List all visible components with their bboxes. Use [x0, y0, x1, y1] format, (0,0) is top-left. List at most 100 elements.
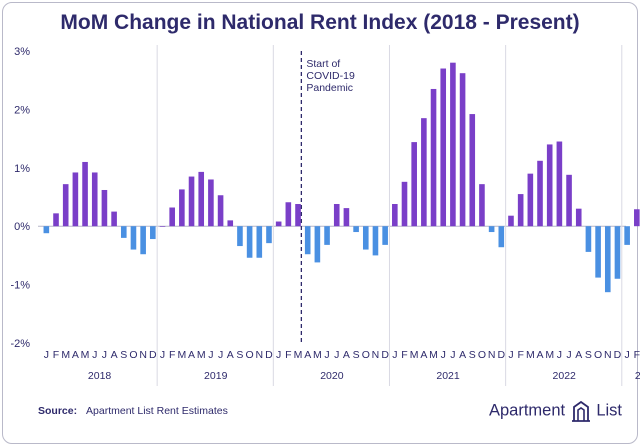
month-label: M — [545, 349, 554, 361]
month-label: D — [381, 349, 389, 361]
month-label: O — [129, 349, 137, 361]
month-label: M — [61, 349, 70, 361]
bar — [246, 226, 253, 258]
month-label: A — [111, 349, 118, 361]
bar — [111, 211, 117, 227]
month-label: J — [508, 349, 513, 361]
bar — [304, 226, 311, 255]
bar — [469, 114, 476, 227]
month-label: M — [294, 349, 303, 361]
month-label: D — [265, 349, 273, 361]
month-label: S — [353, 349, 360, 361]
month-label: J — [441, 349, 446, 361]
bar — [585, 226, 592, 252]
bar — [634, 209, 640, 227]
bar — [43, 226, 50, 234]
year-label: 2022 — [553, 370, 577, 382]
month-label: N — [604, 349, 612, 361]
month-label: M — [81, 349, 90, 361]
month-label: O — [594, 349, 602, 361]
bar — [120, 226, 127, 238]
month-label: J — [625, 349, 630, 361]
month-label: F — [53, 349, 59, 361]
y-tick-label: 0% — [14, 221, 30, 233]
month-label: D — [614, 349, 622, 361]
bar — [188, 176, 195, 227]
bar — [237, 226, 243, 247]
bar — [392, 204, 398, 227]
month-label: J — [102, 349, 107, 361]
month-label: M — [429, 349, 438, 361]
bar — [53, 213, 59, 227]
bar — [459, 73, 466, 227]
y-tick-label: 1% — [14, 163, 30, 175]
year-label: 2023 — [635, 370, 640, 382]
month-label: M — [410, 349, 419, 361]
month-label: D — [498, 349, 506, 361]
annotation-line: COVID-19 — [306, 70, 355, 82]
bar — [488, 226, 495, 233]
bar — [624, 226, 630, 245]
month-label: N — [139, 349, 147, 361]
month-label: J — [450, 349, 455, 361]
bar — [62, 184, 69, 227]
bar — [227, 220, 234, 227]
bar — [372, 226, 379, 256]
bar — [169, 207, 175, 227]
month-label: S — [585, 349, 592, 361]
month-label: A — [537, 349, 544, 361]
month-label: O — [362, 349, 370, 361]
month-label: A — [304, 349, 311, 361]
month-label: F — [634, 349, 640, 361]
bar — [421, 118, 427, 227]
bar — [101, 189, 108, 227]
month-label: D — [149, 349, 157, 361]
month-label: J — [44, 349, 49, 361]
month-label: J — [160, 349, 165, 361]
month-label: M — [526, 349, 535, 361]
month-label: J — [92, 349, 97, 361]
y-tick-label: 3% — [14, 46, 30, 58]
year-label: 2021 — [436, 370, 460, 382]
bar — [179, 189, 185, 227]
month-label: A — [459, 349, 466, 361]
bar — [159, 226, 166, 227]
month-label: A — [188, 349, 195, 361]
month-label: A — [420, 349, 427, 361]
bar — [614, 226, 621, 279]
month-label: O — [478, 349, 486, 361]
bar — [498, 226, 505, 248]
bar — [546, 144, 553, 227]
month-label: S — [120, 349, 127, 361]
month-label: F — [517, 349, 523, 361]
month-label: J — [557, 349, 562, 361]
month-label: A — [343, 349, 350, 361]
month-label: F — [169, 349, 175, 361]
bar — [208, 179, 214, 227]
month-label: N — [372, 349, 380, 361]
bar — [353, 226, 359, 233]
month-label: F — [401, 349, 407, 361]
bar — [401, 181, 408, 227]
chart-title: MoM Change in National Rent Index (2018 … — [60, 11, 580, 34]
month-label: A — [575, 349, 582, 361]
bar — [91, 172, 98, 227]
bar — [256, 226, 263, 258]
bar — [517, 194, 524, 227]
bar — [72, 172, 79, 227]
bar — [450, 62, 456, 227]
bar — [82, 161, 88, 227]
bar — [324, 226, 330, 245]
year-label: 2018 — [88, 370, 112, 382]
month-label: J — [208, 349, 213, 361]
bar — [285, 202, 292, 227]
bar — [140, 226, 146, 255]
month-label: J — [324, 349, 329, 361]
bar — [314, 226, 321, 263]
bar — [333, 204, 340, 227]
month-label: S — [469, 349, 476, 361]
month-label: M — [197, 349, 206, 361]
bar — [217, 195, 224, 227]
bar — [508, 215, 514, 227]
